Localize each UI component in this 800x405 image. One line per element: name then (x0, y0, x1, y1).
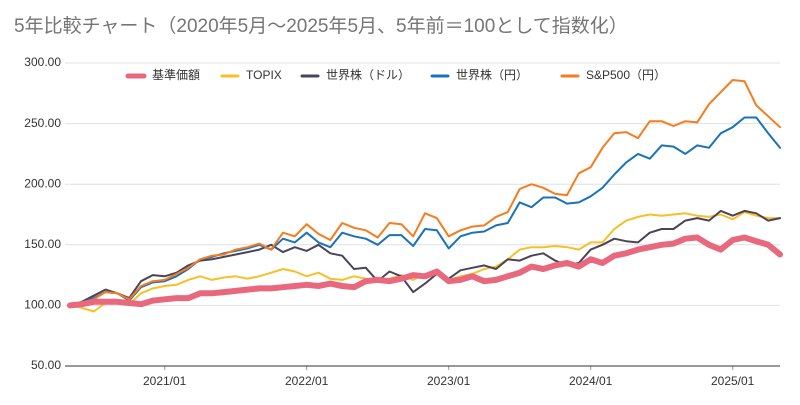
series-line (69, 116, 781, 307)
series-line (69, 79, 781, 307)
lines (67, 79, 783, 313)
series-line (69, 209, 781, 307)
x-tick-label: 2022/01 (285, 374, 329, 388)
legend-label: 基準価額 (152, 67, 200, 82)
legend-label: S&P500（円） (586, 68, 666, 82)
y-tick-label: 300.00 (24, 55, 61, 69)
legend-label: 世界株（ドル） (326, 67, 410, 82)
y-tick-label: 150.00 (24, 237, 61, 251)
legend-label: TOPIX (246, 68, 282, 82)
legend: 基準価額 TOPIX 世界株（ドル） 世界株（円） S&P500（円） (125, 67, 666, 82)
grid: 50.00 100.00 150.00 200.00 250.00 300.00 2021/… (24, 55, 780, 388)
chart-title: 5年比較チャート（2020年5月〜2025年5月、5年前＝100として指数化） (14, 15, 628, 37)
y-tick-label: 100.00 (24, 298, 61, 312)
y-tick-label: 250.00 (24, 116, 61, 130)
legend-label: 世界株（円） (456, 67, 528, 82)
series-line (67, 234, 783, 309)
x-tick-label: 2021/01 (143, 374, 187, 388)
x-tick-label: 2024/01 (569, 374, 613, 388)
y-tick-label: 50.00 (31, 358, 61, 372)
y-tick-label: 200.00 (24, 176, 61, 190)
x-tick-label: 2025/01 (711, 374, 755, 388)
x-tick-label: 2023/01 (427, 374, 471, 388)
